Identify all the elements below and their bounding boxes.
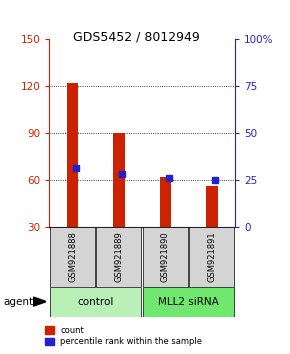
Bar [206,186,218,227]
Text: GSM921890: GSM921890 [161,231,170,282]
FancyBboxPatch shape [50,287,142,317]
Text: GSM921889: GSM921889 [114,231,124,282]
FancyBboxPatch shape [143,287,234,317]
Polygon shape [33,297,46,306]
Text: GSM921891: GSM921891 [207,231,216,282]
Bar [67,83,78,227]
Text: agent: agent [3,297,33,307]
Bar [160,177,171,227]
Legend: count, percentile rank within the sample: count, percentile rank within the sample [42,322,206,350]
FancyBboxPatch shape [189,227,234,287]
FancyBboxPatch shape [143,227,188,287]
FancyBboxPatch shape [50,227,95,287]
FancyBboxPatch shape [96,227,141,287]
Bar [113,133,125,227]
Text: GDS5452 / 8012949: GDS5452 / 8012949 [73,30,200,43]
Text: MLL2 siRNA: MLL2 siRNA [158,297,219,307]
Text: control: control [77,297,114,307]
Text: GSM921888: GSM921888 [68,231,77,282]
